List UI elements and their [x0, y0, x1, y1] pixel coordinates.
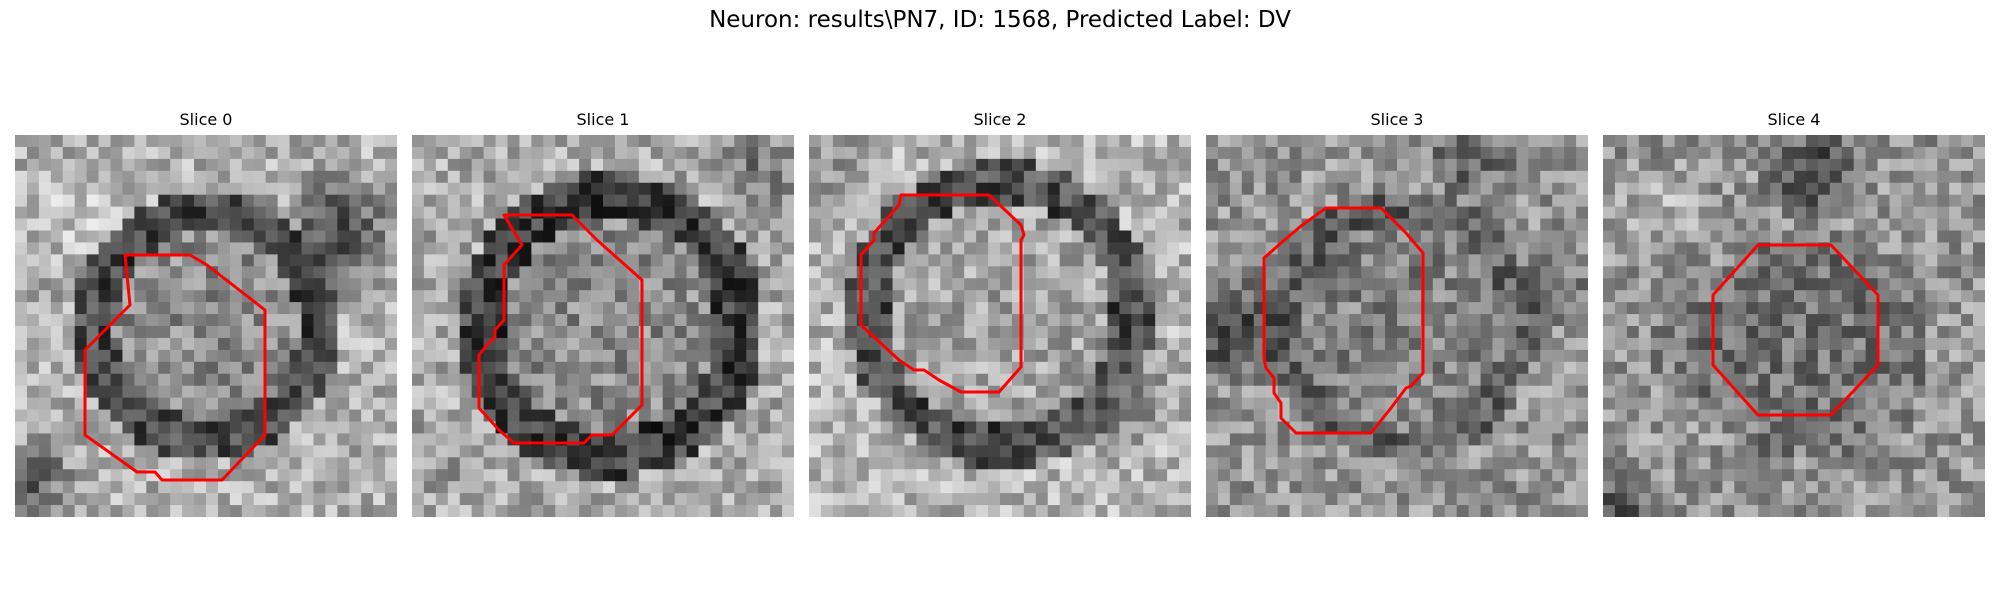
pixel-grid [412, 135, 794, 517]
segmentation-contour [859, 193, 1026, 394]
slice-image-3 [1206, 135, 1588, 517]
slice-title-1: Slice 1 [576, 110, 630, 129]
segmentation-contour [1262, 206, 1425, 435]
pixel-grid [15, 135, 397, 517]
segmentation-contour [83, 253, 267, 482]
slice-image-0 [15, 135, 397, 517]
segmentation-contour [1711, 243, 1880, 417]
slice-title-4: Slice 4 [1767, 110, 1821, 129]
slice-title-2: Slice 2 [973, 110, 1027, 129]
segmentation-contour [477, 213, 644, 445]
slice-title-0: Slice 0 [179, 110, 233, 129]
pixel-grid [809, 135, 1191, 517]
pixel-grid [1603, 135, 1985, 517]
slice-image-2 [809, 135, 1191, 517]
figure-title: Neuron: results\PN7, ID: 1568, Predicted… [709, 7, 1291, 33]
slice-image-1 [412, 135, 794, 517]
slice-title-3: Slice 3 [1370, 110, 1424, 129]
slice-image-4 [1603, 135, 1985, 517]
